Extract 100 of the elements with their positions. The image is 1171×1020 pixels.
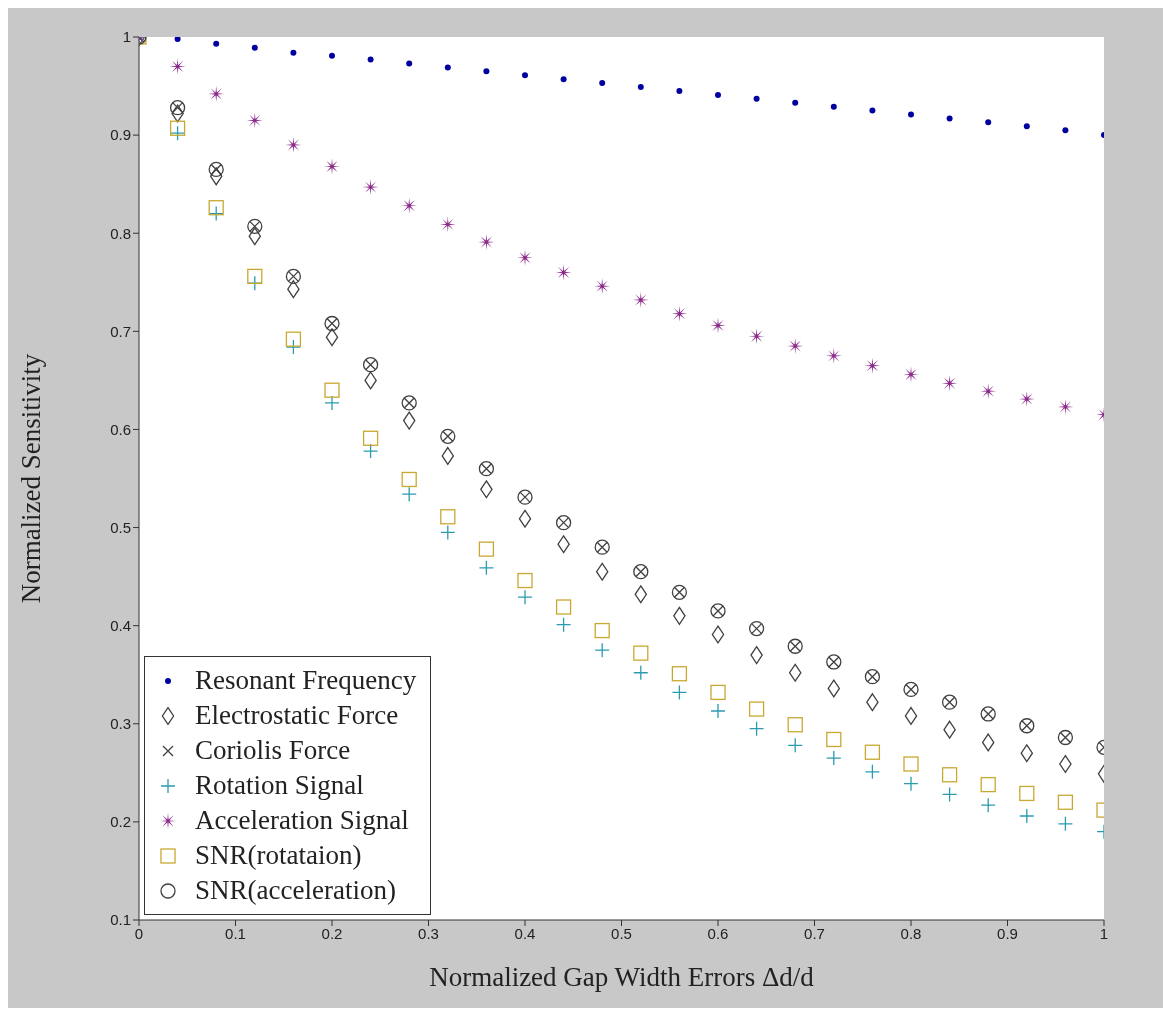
point xyxy=(555,617,572,633)
point xyxy=(980,776,996,793)
x-tick-label: 0.7 xyxy=(804,924,825,942)
x-tick-label: 0.8 xyxy=(900,924,922,942)
point xyxy=(903,775,919,792)
x-tick-label: 1 xyxy=(1099,924,1109,942)
legend-label: Acceleration Signal xyxy=(195,805,409,836)
point xyxy=(637,84,644,91)
point xyxy=(518,509,532,528)
x-tick-label: 0.6 xyxy=(707,924,729,942)
point xyxy=(406,60,413,67)
point xyxy=(594,622,610,639)
legend-label: SNR(rotataion) xyxy=(195,840,362,871)
point xyxy=(1019,785,1035,802)
point xyxy=(633,645,649,661)
point xyxy=(711,625,725,644)
point xyxy=(1057,816,1074,832)
point xyxy=(1062,127,1069,134)
y-tick-label: 0.8 xyxy=(110,224,131,242)
point xyxy=(251,44,258,51)
point xyxy=(941,767,958,783)
point xyxy=(169,58,186,75)
point xyxy=(174,37,181,42)
point xyxy=(478,560,495,576)
point xyxy=(208,200,224,216)
point xyxy=(1023,123,1030,130)
y-tick-label: 1 xyxy=(122,28,131,46)
point xyxy=(671,305,688,322)
x-tick-label: 0 xyxy=(134,924,144,942)
point xyxy=(748,328,765,345)
point xyxy=(676,87,683,94)
point xyxy=(1019,808,1035,824)
x-tick-label: 0.3 xyxy=(418,924,439,942)
point xyxy=(329,52,335,59)
point xyxy=(985,119,992,126)
point xyxy=(826,750,842,766)
x-tick-label: 0.4 xyxy=(514,924,536,942)
point xyxy=(401,197,418,214)
y-tick-label: 0.7 xyxy=(110,322,131,340)
legend-label: Rotation Signal xyxy=(195,770,364,801)
y-tick-label: 0.5 xyxy=(110,518,131,536)
legend-label: Resonant Frequency xyxy=(195,665,417,696)
x-axis-title: Normalized Gap Width Errors Δd/d xyxy=(429,962,815,992)
point xyxy=(441,446,455,465)
point xyxy=(324,382,340,398)
point xyxy=(440,524,456,541)
y-tick-label: 0.9 xyxy=(110,126,131,144)
point xyxy=(826,731,842,748)
point xyxy=(483,68,490,75)
legend-label: Electrostatic Force xyxy=(195,700,399,731)
point xyxy=(710,684,726,701)
point xyxy=(444,64,451,71)
point xyxy=(941,786,958,803)
point xyxy=(869,107,876,114)
point xyxy=(941,375,958,392)
point xyxy=(478,541,495,557)
point xyxy=(213,40,220,47)
point xyxy=(362,443,379,459)
point xyxy=(595,562,609,581)
x-tick-label: 0.9 xyxy=(997,924,1018,942)
point xyxy=(169,120,186,136)
point xyxy=(748,701,765,717)
point xyxy=(748,721,765,737)
point xyxy=(787,737,803,754)
point xyxy=(367,56,374,63)
point xyxy=(904,706,918,725)
point xyxy=(362,430,379,446)
y-axis-title: Normalized Sensitivity xyxy=(15,353,46,604)
x-tick-label: 0.5 xyxy=(611,924,632,942)
point xyxy=(517,589,533,605)
x-tick-label: 0.1 xyxy=(225,924,246,942)
point xyxy=(671,684,688,701)
point xyxy=(980,797,996,813)
point xyxy=(209,167,223,186)
point xyxy=(1020,744,1034,763)
point xyxy=(325,328,339,347)
point xyxy=(671,666,688,682)
point xyxy=(290,49,297,56)
y-tick-label: 0.3 xyxy=(110,715,131,733)
point xyxy=(285,339,302,355)
point xyxy=(594,642,610,658)
point xyxy=(946,115,953,122)
point xyxy=(634,585,648,604)
point xyxy=(208,205,224,222)
point xyxy=(753,95,760,102)
y-tick-label: 0.1 xyxy=(110,911,131,929)
point xyxy=(517,572,533,589)
point xyxy=(788,663,802,682)
point xyxy=(903,756,919,772)
point xyxy=(594,278,611,295)
point xyxy=(1057,794,1074,810)
point xyxy=(710,703,726,719)
point xyxy=(324,395,340,411)
point xyxy=(908,111,914,118)
point xyxy=(827,679,841,698)
point xyxy=(401,486,417,502)
point xyxy=(864,744,881,760)
point xyxy=(787,717,803,733)
point xyxy=(864,764,881,780)
legend-label: Coriolis Force xyxy=(195,735,351,766)
